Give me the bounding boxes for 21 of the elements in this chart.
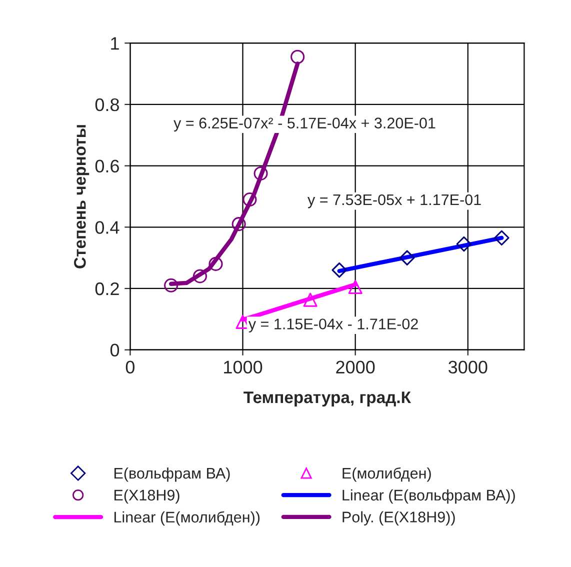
y-tick-label: 0.4 xyxy=(95,221,120,234)
x-tick-label: 3000 xyxy=(448,360,488,374)
y-tick-label: 0.8 xyxy=(95,98,119,112)
y-tick-label: 1 xyxy=(111,37,119,50)
legend-label: Linear (E(молибден)) xyxy=(114,511,260,526)
y-tick-label: 0 xyxy=(110,344,120,357)
x-tick-label: 1000 xyxy=(224,360,262,374)
legend-label: E(вольфрам ВА) xyxy=(114,467,230,482)
x-axis-title: Температура, град.К xyxy=(244,392,412,407)
legend-label: E(X18H9) xyxy=(114,489,180,504)
y-tick-label: 0.2 xyxy=(95,282,119,296)
x-tick-label: 0 xyxy=(126,360,135,374)
legend-label: E(молибден) xyxy=(342,467,431,482)
annotation: y = 6.25E-07x² - 5.17E-04x + 3.20E-01 xyxy=(174,118,436,132)
x-tick-label: 2000 xyxy=(336,360,375,374)
annotation: y = 7.53E-05x + 1.17E-01 xyxy=(308,194,481,208)
legend-label: Poly. (E(X18H9)) xyxy=(342,511,455,526)
legend-label: Linear (E(вольфрам ВА)) xyxy=(342,489,515,504)
y-tick-label: 0.6 xyxy=(95,160,119,173)
annotation: y = 1.15E-04x - 1.71E-02 xyxy=(248,318,418,332)
y-axis-title: Степень черноты xyxy=(74,125,90,268)
